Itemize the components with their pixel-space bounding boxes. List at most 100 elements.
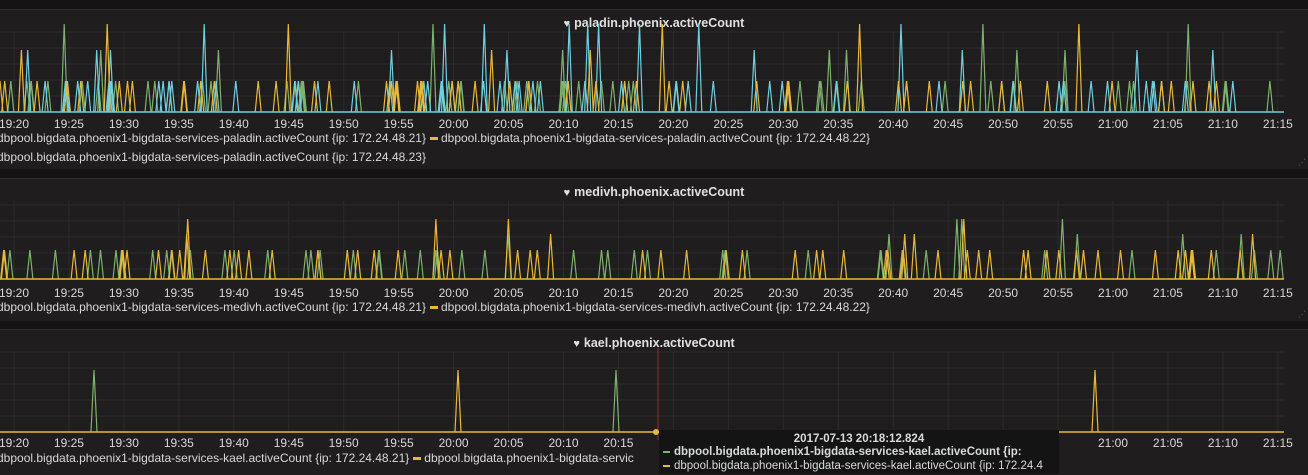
x-tick-label: 20:45 <box>933 286 964 300</box>
x-tick-label: 21:05 <box>1152 117 1183 131</box>
legend-series-label[interactable]: dbpool.bigdata.phoenix1-bigdata-services… <box>0 300 426 314</box>
x-tick-label: 20:25 <box>713 117 744 131</box>
x-tick-label: 19:55 <box>383 286 414 300</box>
x-tick-label: 19:25 <box>53 436 84 450</box>
panel-title-text: paladin.phoenix.activeCount <box>574 16 745 30</box>
series-line-ip22 <box>0 218 1257 280</box>
x-tick-label: 20:10 <box>548 286 579 300</box>
legend: dbpool.bigdata.phoenix1-bigdata-services… <box>0 129 870 167</box>
tooltip-item-label: dbpool.bigdata.phoenix1-bigdata-services… <box>674 460 1043 472</box>
legend-series-label[interactable]: dbpool.bigdata.phoenix1-bigdata-services… <box>0 131 426 145</box>
legend-row: dbpool.bigdata.phoenix1-bigdata-services… <box>0 129 870 148</box>
x-tick-label: 21:00 <box>1097 117 1129 131</box>
x-tick-label: 21:15 <box>1262 117 1293 131</box>
x-tick-label: 21:10 <box>1207 286 1238 300</box>
x-tick-label: 21:00 <box>1097 286 1129 300</box>
x-tick-label: 19:40 <box>218 436 249 450</box>
legend-row: dbpool.bigdata.phoenix1-bigdata-services… <box>0 148 870 167</box>
heart-icon: ♥ <box>563 18 571 30</box>
panel-medivh: ♥ medivh.phoenix.activeCount 19:20 19:25 19… <box>0 178 1308 321</box>
series-spike <box>90 369 98 433</box>
x-tick-label: 20:00 <box>438 117 469 131</box>
x-tick-label: 20:05 <box>493 286 524 300</box>
x-tick-label: 20:25 <box>713 286 744 300</box>
x-tick-label: 19:25 <box>53 117 84 131</box>
series-spike <box>1091 369 1099 433</box>
x-tick-label: 20:20 <box>658 117 689 131</box>
tooltip-item: dbpool.bigdata.phoenix1-bigdata-services… <box>659 459 1059 473</box>
x-tick-label: 20:40 <box>878 286 909 300</box>
x-tick-label: 19:55 <box>383 117 414 131</box>
x-tick-label: 19:45 <box>273 436 304 450</box>
x-tick-label: 19:50 <box>328 117 359 131</box>
x-tick-label: 20:15 <box>603 117 634 131</box>
x-tick-label: 20:30 <box>768 117 799 131</box>
graph-plot[interactable] <box>0 10 1308 120</box>
x-tick-label: 21:15 <box>1262 286 1293 300</box>
tooltip-item: dbpool.bigdata.phoenix1-bigdata-services… <box>659 445 1059 459</box>
x-tick-label: 19:45 <box>273 286 304 300</box>
legend-series-label[interactable]: dbpool.bigdata.phoenix1-bigdata-services… <box>440 300 870 314</box>
x-tick-label: 19:35 <box>163 436 194 450</box>
x-tick-label: 20:00 <box>438 286 469 300</box>
tooltip-item-label: dbpool.bigdata.phoenix1-bigdata-services… <box>674 446 1022 458</box>
x-tick-label: 20:40 <box>878 117 909 131</box>
legend: dbpool.bigdata.phoenix1-bigdata-services… <box>0 298 870 317</box>
x-tick-label: 19:35 <box>163 117 194 131</box>
x-tick-label: 20:55 <box>1043 286 1074 300</box>
x-tick-label: 21:00 <box>1097 436 1129 450</box>
heart-icon: ♥ <box>573 338 580 350</box>
panel-title[interactable]: ♥ medivh.phoenix.activeCount <box>0 185 1308 199</box>
series-line-ip22 <box>0 23 1220 113</box>
legend: dbpool.bigdata.phoenix1-bigdata-services… <box>0 449 634 468</box>
x-tick-label: 20:35 <box>823 117 854 131</box>
legend-series-label[interactable]: dbpool.bigdata.phoenix1-bigdata-services… <box>0 451 410 465</box>
graph-plot[interactable] <box>0 179 1308 289</box>
legend-row: dbpool.bigdata.phoenix1-bigdata-services… <box>0 298 870 317</box>
x-tick-label: 20:45 <box>933 117 964 131</box>
x-tick-label: 20:30 <box>768 286 799 300</box>
panel-title[interactable]: ♥ kael.phoenix.activeCount <box>0 336 1308 350</box>
x-tick-label: 19:40 <box>218 286 249 300</box>
x-tick-label: 20:50 <box>988 117 1019 131</box>
resize-handle-icon[interactable]: ⋰ <box>1298 310 1306 319</box>
x-tick-label: 20:10 <box>548 436 579 450</box>
x-tick-label: 20:50 <box>988 286 1019 300</box>
legend-row: dbpool.bigdata.phoenix1-bigdata-services… <box>0 449 634 468</box>
x-tick-label: 20:35 <box>823 286 854 300</box>
hover-point <box>653 429 659 435</box>
x-tick-label: 19:45 <box>273 117 304 131</box>
series-spike <box>612 369 620 433</box>
x-tick-label: 19:20 <box>0 286 30 300</box>
resize-handle-icon[interactable]: ⋰ <box>1298 158 1306 167</box>
x-tick-label: 20:20 <box>658 286 689 300</box>
panel-title[interactable]: ♥ paladin.phoenix.activeCount <box>0 16 1308 30</box>
x-tick-label: 19:30 <box>108 286 139 300</box>
tooltip-time: 2017-07-13 20:18:12.824 <box>793 433 925 445</box>
x-tick-label: 19:20 <box>0 436 30 450</box>
panel-kael: ♥ kael.phoenix.activeCount 19:20 19:25 19:3… <box>0 329 1308 475</box>
x-tick-label: 20:05 <box>493 436 524 450</box>
x-tick-label: 20:55 <box>1043 117 1074 131</box>
tooltip-swatch-green <box>663 450 670 453</box>
heart-icon: ♥ <box>563 187 571 199</box>
x-tick-label: 19:30 <box>108 117 139 131</box>
legend-swatch <box>429 137 438 141</box>
x-tick-label: 19:30 <box>108 436 139 450</box>
x-tick-label: 21:05 <box>1152 286 1183 300</box>
x-tick-label: 20:05 <box>493 117 524 131</box>
x-tick-label: 19:55 <box>383 436 414 450</box>
x-tick-label: 19:50 <box>328 286 359 300</box>
graph-plot[interactable] <box>0 330 1308 440</box>
legend-series-label[interactable]: dbpool.bigdata.phoenix1-bigdata-services… <box>440 131 870 145</box>
legend-series-label[interactable]: dbpool.bigdata.phoenix1-bigdata-servic <box>424 451 634 465</box>
legend-swatch <box>413 457 422 461</box>
panel-title-text: medivh.phoenix.activeCount <box>574 185 745 199</box>
x-axis-labels: 19:20 19:25 19:30 19:35 19:40 19:45 19:50 19:55… <box>0 436 1308 450</box>
x-tick-label: 19:20 <box>0 117 30 131</box>
panel-paladin: ♥ paladin.phoenix.activeCount 19:20 19:25 1… <box>0 9 1308 169</box>
series-line-ip21 <box>6 218 1284 280</box>
x-tick-label: 20:10 <box>548 117 579 131</box>
legend-series-label[interactable]: dbpool.bigdata.phoenix1-bigdata-services… <box>0 150 426 164</box>
legend-swatch <box>429 306 438 310</box>
